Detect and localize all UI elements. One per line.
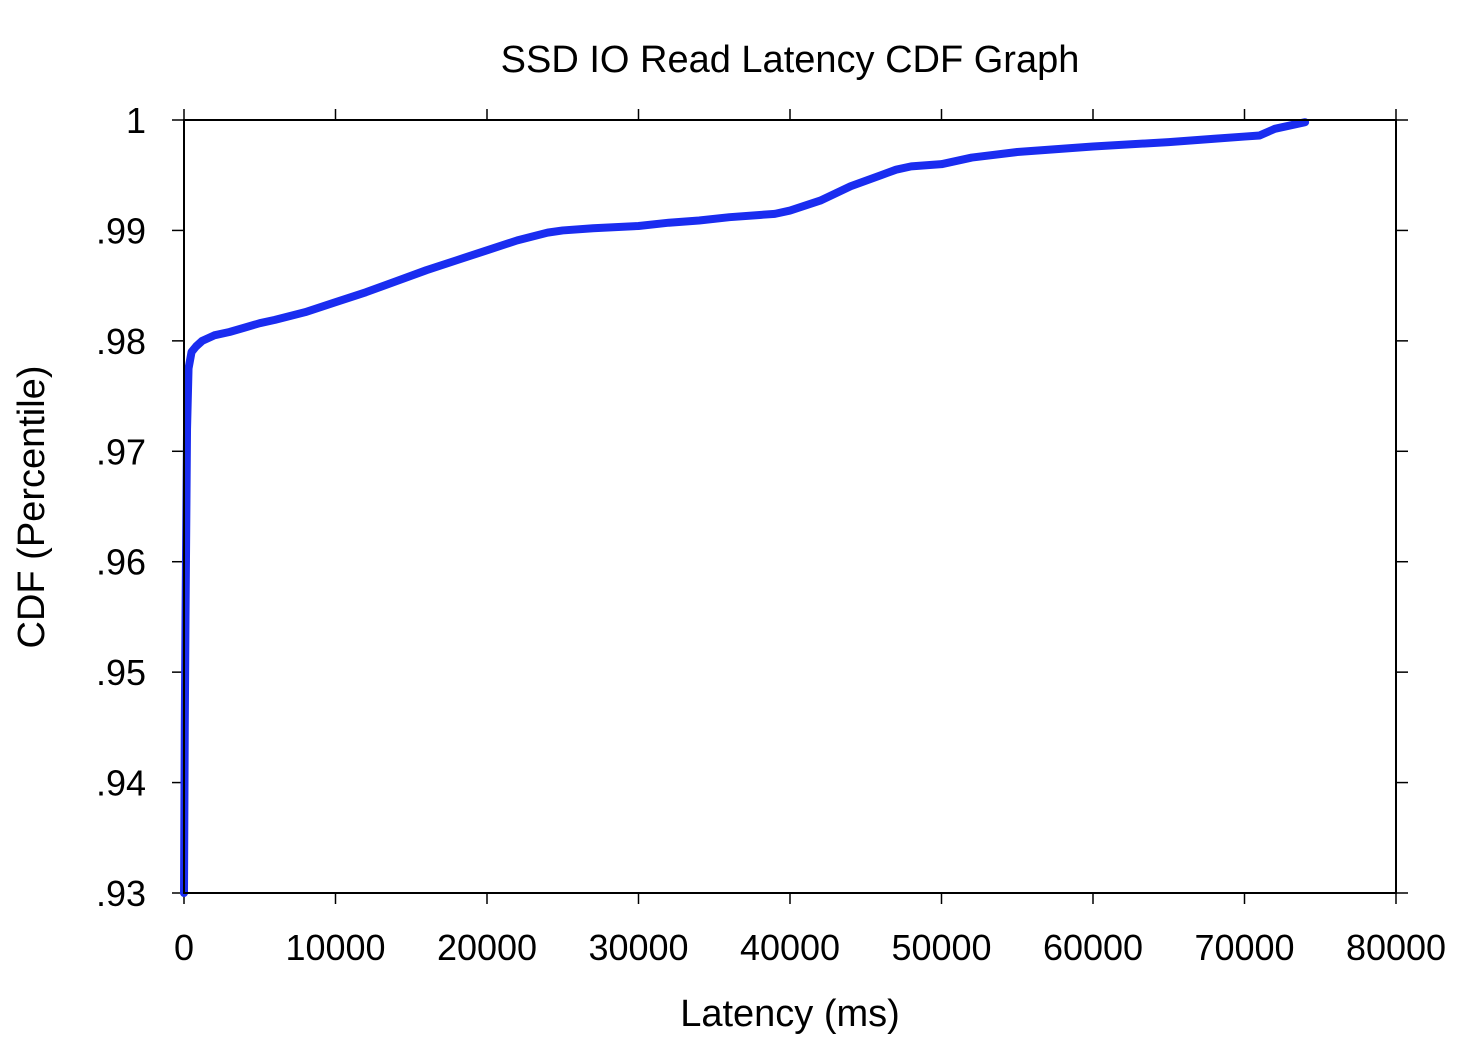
axis-tick-labels: 0 10000 20000 30000 40000 50000 60000 70000 8000… [96,100,1446,968]
cdf-series-line [180,118,1310,897]
y-tick-label: .95 [96,652,146,693]
y-tick-label: .93 [96,873,146,914]
y-tick-label: 1 [126,100,146,141]
x-tick-label: 10000 [285,927,385,968]
y-tick-label: .94 [96,763,146,804]
x-tick-label: 80000 [1346,927,1446,968]
x-axis-title: Latency (ms) [680,993,900,1035]
y-axis-title: CDF (Percentile) [11,366,53,649]
x-tick-label: 70000 [1194,927,1294,968]
y-tick-label: .97 [96,431,146,472]
x-tick-label: 30000 [588,927,688,968]
plot-frame [183,119,1397,894]
x-tick-label: 40000 [740,927,840,968]
y-tick-label: .96 [96,542,146,583]
y-tick-label: .98 [96,321,146,362]
series-layer [180,118,1310,897]
x-tick-label: 0 [174,927,194,968]
x-tick-label: 20000 [437,927,537,968]
chart-title: SSD IO Read Latency CDF Graph [501,39,1080,81]
axis-ticks [172,109,1408,904]
x-tick-label: 50000 [891,927,991,968]
x-tick-label: 60000 [1043,927,1143,968]
y-tick-label: .99 [96,210,146,251]
